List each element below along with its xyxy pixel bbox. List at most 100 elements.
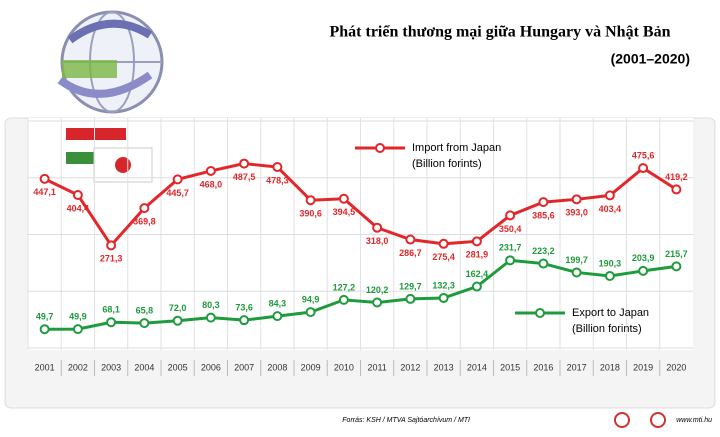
website: www.mti.hu	[676, 417, 712, 424]
value-label: 271,3	[100, 254, 123, 264]
point	[239, 158, 250, 169]
value-label: 120,2	[366, 285, 389, 295]
legend-label: Import from Japan	[412, 142, 501, 154]
x-tick-label: 2017	[567, 362, 587, 372]
point	[372, 297, 383, 308]
value-label: 318,0	[366, 236, 389, 246]
value-label: 129,7	[399, 281, 422, 291]
value-label: 390,6	[299, 209, 322, 219]
value-label: 419,2	[665, 172, 688, 182]
value-label: 445,7	[166, 188, 189, 198]
point	[405, 234, 416, 245]
x-tick-label: 2009	[301, 362, 321, 372]
x-tick-label: 2014	[467, 362, 487, 372]
point	[505, 210, 516, 221]
value-label: 385,6	[532, 210, 555, 220]
x-tick-label: 2015	[500, 362, 520, 372]
value-label: 127,2	[333, 282, 356, 292]
point	[39, 173, 50, 184]
point	[172, 315, 183, 326]
point	[471, 236, 482, 247]
point	[338, 294, 349, 305]
value-label: 468,0	[200, 179, 223, 189]
point	[72, 190, 83, 201]
x-tick-label: 2007	[234, 362, 254, 372]
point	[571, 194, 582, 205]
value-label: 49,9	[69, 311, 87, 321]
point	[505, 255, 516, 266]
value-label: 478,3	[266, 175, 289, 185]
footer-logos	[614, 412, 666, 428]
value-label: 369,8	[133, 216, 156, 226]
legend-marker	[375, 143, 385, 153]
point	[305, 307, 316, 318]
value-label: 394,5	[333, 207, 356, 217]
series-line	[43, 162, 678, 248]
x-tick-label: 2011	[367, 362, 386, 372]
point	[372, 222, 383, 233]
value-label: 350,4	[499, 224, 522, 234]
x-tick-label: 2003	[101, 362, 121, 372]
point	[671, 261, 682, 272]
x-tick-label: 2019	[633, 362, 653, 372]
value-label: 281,9	[466, 250, 489, 260]
point	[604, 190, 615, 201]
point	[239, 315, 250, 326]
x-tick-label: 2018	[600, 362, 620, 372]
value-label: 80,3	[202, 300, 220, 310]
value-label: 72,0	[169, 303, 187, 313]
x-tick-label: 2012	[400, 362, 420, 372]
point	[571, 267, 582, 278]
point	[139, 318, 150, 329]
point	[438, 238, 449, 249]
value-label: 475,6	[632, 150, 655, 160]
point	[139, 203, 150, 214]
value-label: 65,8	[136, 305, 154, 315]
point	[172, 174, 183, 185]
point	[638, 265, 649, 276]
point	[538, 258, 549, 269]
value-label: 203,9	[632, 253, 655, 263]
value-label: 403,4	[599, 204, 622, 214]
value-label: 286,7	[399, 248, 422, 258]
value-label: 393,0	[565, 208, 588, 218]
x-tick-label: 2006	[201, 362, 221, 372]
point	[106, 240, 117, 251]
chart-title: Phát triển thương mại giữa Hungary và Nh…	[330, 24, 671, 41]
legend-unit: (Billion forints)	[572, 323, 642, 335]
value-label: 447,1	[33, 187, 56, 197]
flags	[66, 128, 153, 183]
value-label: 73,6	[235, 303, 253, 313]
globe-logo	[57, 10, 164, 114]
value-label: 215,7	[665, 249, 688, 259]
point	[272, 311, 283, 322]
x-tick-label: 2013	[434, 362, 454, 372]
point	[604, 271, 615, 282]
value-label: 94,9	[302, 294, 320, 304]
value-label: 84,3	[269, 298, 287, 308]
value-label: 275,4	[432, 252, 455, 262]
chart-subtitle: (2001–2020)	[611, 51, 690, 67]
x-tick-label: 2002	[68, 362, 88, 372]
point	[638, 163, 649, 174]
point	[39, 324, 50, 335]
point	[106, 317, 117, 328]
source: Forrás: KSH / MTVA Sajtóarchívum / MTI	[342, 417, 470, 424]
x-tick-label: 2005	[168, 362, 188, 372]
value-label: 190,3	[599, 258, 622, 268]
point	[205, 165, 216, 176]
point	[438, 292, 449, 303]
value-label: 404,4	[67, 203, 90, 213]
point	[72, 324, 83, 335]
value-label: 487,5	[233, 172, 256, 182]
point	[671, 184, 682, 195]
point	[272, 162, 283, 173]
point	[205, 312, 216, 323]
point	[405, 293, 416, 304]
x-tick-label: 2020	[666, 362, 686, 372]
legend-marker	[535, 308, 545, 318]
value-label: 49,7	[36, 312, 54, 322]
value-label: 199,7	[565, 255, 588, 265]
